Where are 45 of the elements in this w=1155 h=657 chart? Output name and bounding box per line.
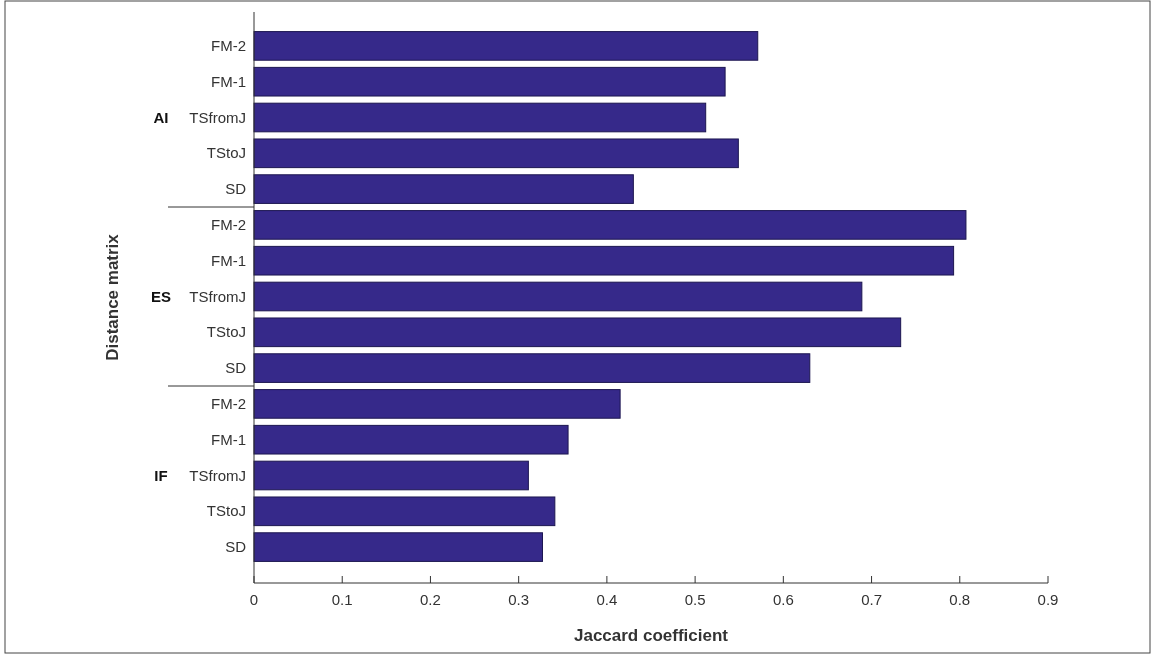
bar <box>253 281 863 312</box>
bar <box>253 496 556 527</box>
bar <box>253 210 967 240</box>
y-tick-label: FM-1 <box>211 251 246 269</box>
x-tick-label: 0.5 <box>684 591 706 608</box>
x-tick-label: 0.4 <box>596 591 618 608</box>
y-tick-label: TSfromJ <box>189 287 246 305</box>
bar <box>253 66 726 97</box>
y-tick-label: SD <box>225 180 247 198</box>
y-tick-label: TStoJ <box>206 323 246 341</box>
bar <box>253 102 707 133</box>
y-tick-label: FM-2 <box>211 215 246 233</box>
x-tick-label: 0.2 <box>420 591 441 608</box>
bar <box>253 31 759 61</box>
y-tick-label: FM-1 <box>211 72 246 90</box>
text: ES <box>150 287 172 305</box>
bar <box>253 424 569 455</box>
y-tick-label: TStoJ <box>206 144 246 162</box>
x-tick-label: 0.9 <box>1037 591 1059 608</box>
x-tick-label: 0.7 <box>861 591 882 608</box>
y-axis-title: Distance matrix <box>103 233 122 361</box>
bar <box>253 174 634 204</box>
y-tick-label: TSfromJ <box>189 466 246 484</box>
text: AI <box>153 108 169 126</box>
y-tick-label: SD <box>225 359 247 377</box>
y-tick-label: TStoJ <box>206 502 246 520</box>
y-tick-label: FM-2 <box>211 36 246 54</box>
bar <box>253 460 529 491</box>
bar <box>253 317 902 348</box>
x-tick-label: 0 <box>249 591 259 608</box>
bar <box>253 532 543 562</box>
bar <box>253 353 811 383</box>
y-tick-label: SD <box>225 538 247 556</box>
y-tick-label: FM-2 <box>211 394 246 412</box>
x-tick-label: 0.3 <box>508 591 530 608</box>
x-tick-label: 0.1 <box>331 591 353 608</box>
y-tick-label: FM-1 <box>211 430 246 448</box>
bar <box>253 245 955 276</box>
y-tick-label: TSfromJ <box>189 108 246 126</box>
bar <box>253 389 621 419</box>
bar <box>253 138 739 169</box>
text: IF <box>154 466 168 484</box>
x-axis-title: Jaccard coefficient <box>573 626 729 645</box>
x-tick-label: 0.8 <box>949 591 971 608</box>
x-tick-label: 0.6 <box>772 591 794 608</box>
